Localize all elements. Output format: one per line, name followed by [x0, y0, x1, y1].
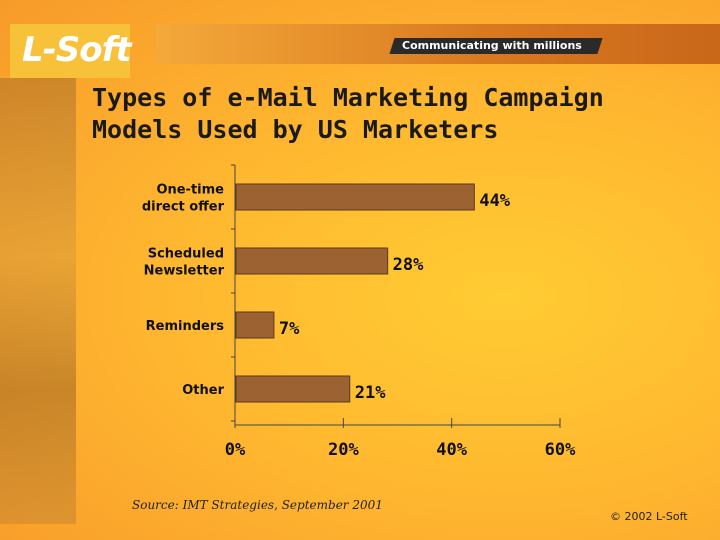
bar — [235, 375, 351, 403]
data-label: 44% — [479, 191, 510, 211]
logo-background — [10, 24, 130, 78]
slide-title: Types of e-Mail Marketing Campaign Model… — [92, 82, 702, 146]
category-label: Newsletter — [144, 264, 225, 279]
category-label: One-time — [156, 183, 224, 198]
bar — [235, 183, 475, 211]
bar — [235, 311, 275, 339]
category-label: Reminders — [146, 319, 225, 334]
category-label: direct offer — [142, 200, 225, 215]
copyright-note: © 2002 L-Soft — [610, 510, 688, 523]
bar — [235, 247, 389, 275]
x-tick-label: 40% — [436, 440, 467, 460]
slide-title-line-1: Types of e-Mail Marketing Campaign — [92, 83, 604, 112]
data-label: 21% — [355, 383, 386, 403]
source-note: Source: IMT Strategies, September 2001 — [132, 498, 383, 512]
data-label: 28% — [393, 255, 424, 275]
x-tick-label: 60% — [545, 440, 576, 460]
slide-title-line-2: Models Used by US Marketers — [92, 115, 499, 144]
category-label: Scheduled — [148, 247, 224, 262]
data-label: 7% — [279, 319, 300, 339]
category-label: Other — [182, 383, 224, 398]
x-tick-label: 20% — [328, 440, 359, 460]
lsoft-logo: L-Soft — [22, 30, 132, 70]
decorative-photo — [0, 78, 76, 524]
tagline-text: Communicating with millions — [402, 39, 582, 52]
x-tick-label: 0% — [225, 440, 246, 460]
